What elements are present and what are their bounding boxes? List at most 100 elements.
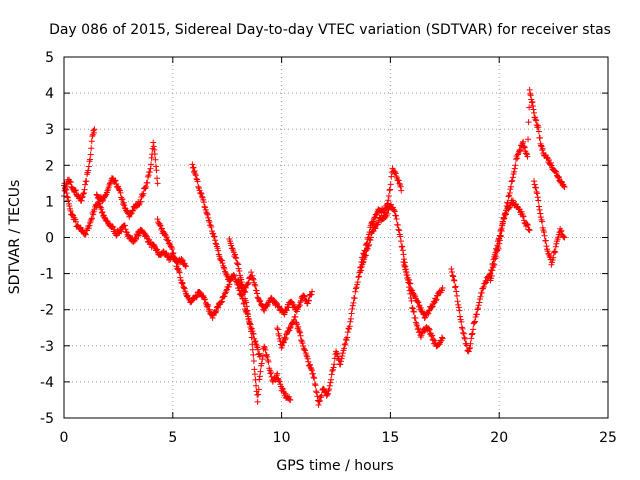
data-point [448, 268, 455, 275]
data-point [555, 174, 562, 181]
data-point [255, 391, 262, 398]
data-point [274, 375, 281, 382]
data-point [333, 350, 340, 357]
data-point [535, 124, 542, 131]
data-point [349, 302, 356, 309]
data-point [368, 234, 375, 241]
data-point [537, 135, 543, 142]
data-point [480, 284, 487, 291]
data-point [386, 187, 393, 194]
data-point [500, 214, 507, 221]
data-point [286, 393, 293, 400]
data-point [252, 338, 259, 345]
data-point [367, 237, 374, 244]
y-tick-label: 5 [45, 50, 54, 66]
data-point [535, 203, 542, 210]
data-point [213, 308, 220, 315]
chart-title: Day 086 of 2015, Sidereal Day-to-day VTE… [49, 22, 611, 38]
data-point [121, 222, 128, 229]
data-point [519, 212, 526, 219]
data-point [192, 170, 199, 177]
data-point [251, 281, 258, 288]
data-point [466, 345, 473, 352]
data-point [281, 389, 288, 396]
data-point [251, 371, 258, 378]
data-point [308, 366, 315, 373]
data-point [453, 292, 460, 299]
data-point [533, 117, 540, 124]
data-point [199, 193, 206, 200]
data-point [535, 128, 542, 135]
x-tick-label: 10 [273, 430, 291, 446]
data-point [392, 168, 399, 175]
data-point [524, 153, 531, 160]
series-track-l [487, 86, 568, 284]
x-tick-label: 20 [490, 430, 508, 446]
data-point [460, 329, 467, 336]
data-point [118, 228, 125, 235]
data-point [543, 243, 550, 250]
data-point [197, 189, 204, 196]
data-point [126, 213, 133, 220]
data-point [417, 304, 424, 311]
data-point [495, 245, 502, 252]
data-point [172, 257, 179, 264]
data-point [561, 234, 568, 241]
data-point [280, 339, 287, 346]
data-point [165, 237, 172, 244]
data-point [498, 233, 505, 240]
data-point [72, 218, 79, 225]
data-point [79, 194, 86, 201]
data-point [429, 303, 436, 310]
data-point [304, 300, 311, 307]
data-point [534, 194, 541, 201]
data-point [458, 318, 465, 325]
data-point [540, 228, 547, 235]
data-point [352, 285, 359, 292]
data-point [382, 205, 389, 212]
data-point [138, 193, 145, 200]
data-point [218, 257, 225, 264]
data-point [356, 273, 363, 280]
data-point [456, 307, 463, 314]
data-point [401, 256, 408, 263]
data-point [239, 282, 246, 289]
data-point [465, 348, 472, 355]
data-point [521, 144, 528, 151]
data-point [346, 323, 353, 330]
data-point [116, 187, 123, 194]
data-point [526, 226, 533, 233]
data-point [326, 382, 333, 389]
data-point [244, 307, 251, 314]
data-point [489, 267, 496, 274]
data-point [467, 340, 474, 347]
data-point [293, 319, 300, 326]
data-point [89, 133, 96, 140]
data-point [90, 129, 97, 136]
data-point [276, 332, 283, 339]
x-tick-label: 15 [381, 430, 399, 446]
data-point [364, 245, 371, 252]
data-point [337, 361, 344, 368]
data-point [81, 186, 88, 193]
data-point [150, 143, 157, 150]
data-point [531, 181, 538, 188]
data-point [107, 180, 114, 187]
data-point [201, 203, 208, 210]
data-point [459, 325, 466, 332]
data-point [151, 242, 158, 249]
data-point [523, 150, 530, 157]
data-point [328, 376, 335, 383]
data-point [226, 278, 233, 285]
data-point [254, 294, 261, 301]
data-point [488, 272, 495, 279]
data-point [99, 209, 106, 216]
data-point [547, 159, 554, 166]
data-point [555, 174, 562, 181]
data-point [202, 204, 209, 211]
data-point [393, 215, 400, 222]
data-point [218, 257, 225, 264]
data-point [154, 246, 161, 253]
data-point [294, 321, 301, 328]
data-point [551, 248, 558, 255]
